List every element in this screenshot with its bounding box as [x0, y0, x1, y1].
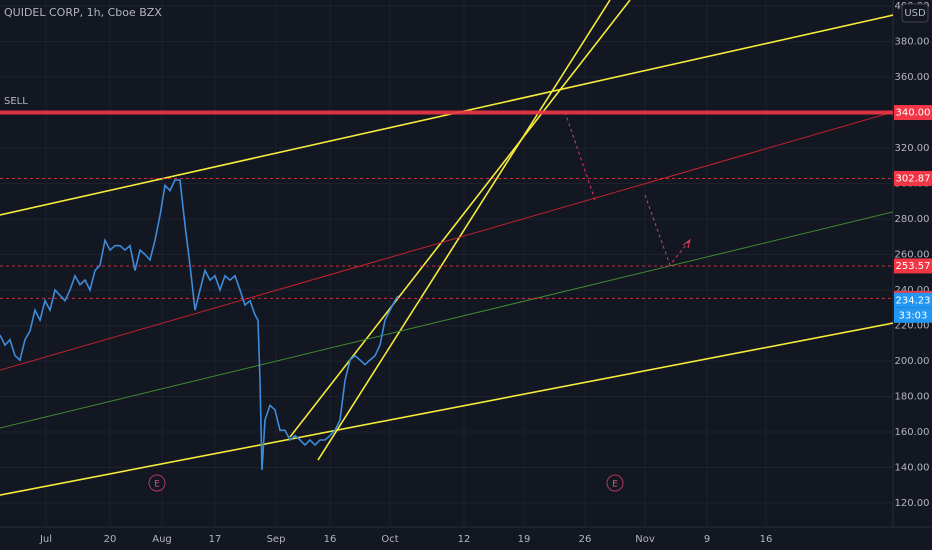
y-tick-label: 140.00: [895, 463, 930, 474]
y-tick-label: 200.00: [895, 356, 930, 367]
x-tick-label: 16: [324, 534, 337, 545]
event-marker: [148, 474, 166, 492]
x-tick-label: 26: [579, 534, 592, 545]
y-tick-label: 320.00: [895, 143, 930, 154]
x-tick-label: Oct: [381, 534, 398, 545]
x-tick-label: 19: [518, 534, 531, 545]
countdown: 33:03: [899, 310, 928, 321]
price-label-box: [894, 170, 932, 186]
chart-title: QUIDEL CORP, 1h, Cboe BZX: [4, 6, 162, 19]
x-tick-label: 17: [209, 534, 222, 545]
price-label-box: [894, 258, 932, 274]
y-tick-label: 120.00: [895, 498, 930, 509]
y-tick-label: 180.00: [895, 392, 930, 403]
x-tick-label: Nov: [635, 534, 655, 545]
trend-line: [317, 0, 611, 461]
annotation: SELL: [4, 96, 28, 107]
currency: USD: [904, 8, 926, 19]
x-tick-label: 12: [458, 534, 471, 545]
y-tick-label: 360.00: [895, 72, 930, 83]
event-label: E: [154, 480, 160, 490]
countdown-box: [894, 307, 932, 323]
trend-line: [0, 14, 894, 216]
price-label: 253.57: [896, 261, 931, 272]
trend-line: [0, 211, 894, 429]
price-line: [0, 179, 399, 471]
x-tick-label: 9: [704, 534, 710, 545]
x-tick-label: Sep: [267, 534, 286, 545]
arrow-head: [682, 238, 691, 249]
x-tick-label: 16: [760, 534, 773, 545]
price-label-box: [894, 292, 932, 308]
x-tick-label: Aug: [152, 534, 172, 545]
x-tick-label: Jul: [39, 534, 52, 545]
trend-line: [289, 0, 631, 438]
y-tick-label: 220.00: [895, 321, 930, 332]
y-tick-label: 260.00: [895, 250, 930, 261]
price-label: 340.00: [896, 108, 931, 119]
drawings: [0, 0, 894, 496]
projection-arrow: [564, 111, 691, 267]
y-tick-label: 280.00: [895, 214, 930, 225]
y-tick-label: 240.00: [895, 285, 930, 296]
price-label: 302.87: [896, 173, 931, 184]
grid: [0, 0, 893, 527]
currency-box: [901, 3, 929, 23]
event-label: E: [612, 480, 618, 490]
x-tick-label: 20: [104, 534, 117, 545]
price-label: 234.23: [896, 295, 931, 306]
trend-line: [0, 322, 894, 496]
y-tick-label: 380.00: [895, 37, 930, 48]
trend-line: [0, 111, 894, 371]
y-tick-label: 160.00: [895, 427, 930, 438]
price-label-box: [894, 105, 932, 121]
event-marker: [606, 474, 624, 492]
plot: [0, 179, 399, 471]
